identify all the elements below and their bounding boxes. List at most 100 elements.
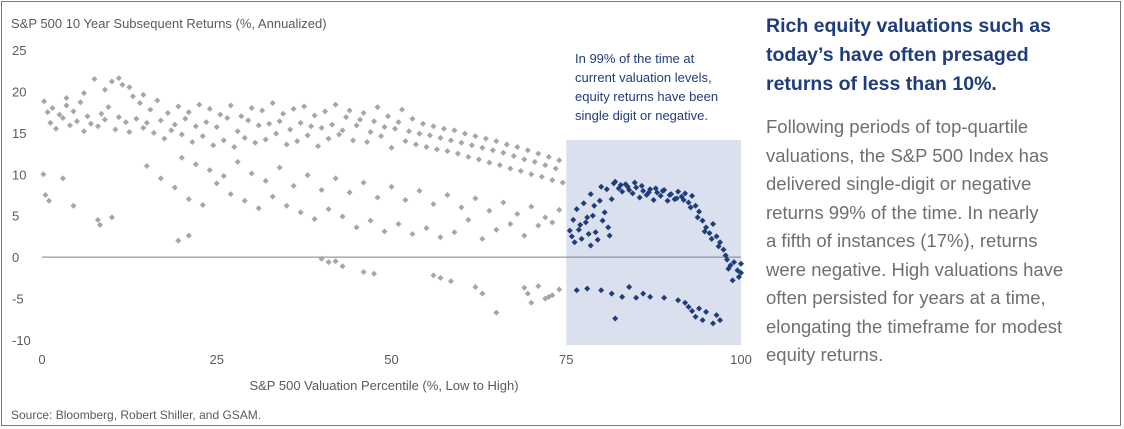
data-point-highlight [664, 197, 671, 204]
data-point-base [87, 120, 94, 127]
data-point-base [542, 214, 549, 221]
data-point-base [468, 142, 475, 149]
data-point-base [444, 148, 451, 155]
body-line: were negative. High valuations have [766, 258, 1064, 280]
data-point-base [461, 130, 468, 137]
chart-title: S&P 500 10 Year Subsequent Returns (%, A… [11, 16, 327, 31]
y-tick-label: -10 [12, 333, 31, 348]
data-point-base [287, 126, 294, 133]
data-point-highlight [717, 317, 724, 324]
data-point-base [535, 150, 542, 157]
data-point-base [140, 124, 147, 131]
data-point-base [521, 284, 528, 291]
data-point-base [405, 128, 412, 135]
data-point-base [41, 98, 48, 105]
data-point-base [301, 103, 308, 110]
x-tick-label: 100 [730, 352, 752, 367]
data-point-highlight [596, 197, 603, 204]
data-point-highlight [624, 183, 631, 190]
body-text: Following periods of top-quartile valuati… [766, 113, 1116, 370]
data-point-highlight [738, 260, 744, 267]
callout-line: equity returns have been [575, 89, 718, 104]
source-note: Source: Bloomberg, Robert Shiller, and G… [11, 408, 261, 422]
y-tick-label: -5 [12, 292, 24, 307]
data-point-base [269, 193, 276, 200]
data-point-base [161, 135, 168, 142]
data-point-base [311, 112, 318, 119]
data-point-base [385, 113, 392, 120]
data-point-base [241, 197, 248, 204]
headline: Rich equity valuations such as today’s ha… [766, 12, 1116, 99]
data-point-highlight [619, 293, 626, 300]
body-line: equity returns. [766, 344, 884, 365]
data-point-base [297, 209, 304, 216]
data-point-highlight [619, 188, 626, 195]
data-point-base [129, 93, 136, 100]
data-point-base [112, 126, 119, 133]
x-tick-label: 75 [559, 352, 573, 367]
data-point-base [437, 234, 444, 241]
data-point-base [524, 147, 531, 154]
data-point-base [549, 219, 556, 226]
data-point-highlight [685, 303, 692, 310]
data-point-base [556, 157, 563, 164]
data-point-highlight [599, 217, 606, 224]
headline-line: returns of less than 10%. [766, 73, 997, 95]
y-tick-label: 20 [12, 84, 26, 99]
data-point-base [430, 272, 437, 279]
data-point-highlight [568, 233, 575, 240]
data-point-base [430, 123, 437, 130]
data-point-base [157, 175, 164, 182]
data-point-base [262, 136, 269, 143]
data-point-base [70, 202, 77, 209]
data-point-base [273, 130, 280, 137]
y-tick-label: 10 [12, 167, 26, 182]
data-point-base [259, 107, 266, 114]
data-point-highlight [696, 208, 703, 215]
data-point-highlight [673, 195, 680, 202]
body-line: elongating the timeframe for modest [766, 315, 1063, 337]
data-point-base [266, 120, 273, 127]
data-point-base [559, 179, 566, 186]
data-point-highlight [592, 229, 599, 236]
data-point-base [143, 163, 150, 169]
x-tick-label: 50 [384, 352, 398, 367]
data-point-base [171, 184, 178, 191]
data-point-base [108, 78, 115, 85]
data-point-highlight [584, 214, 591, 221]
x-tick-label: 0 [38, 352, 45, 367]
data-point-base [227, 191, 234, 198]
data-point-base [269, 100, 276, 107]
data-point-base [475, 156, 482, 163]
data-point-base [206, 167, 213, 174]
data-point-highlight [640, 187, 647, 194]
data-point-base [524, 290, 531, 297]
data-point-base [353, 122, 360, 129]
data-point-base [419, 120, 426, 127]
data-point-highlight [675, 188, 682, 195]
data-point-base [472, 195, 479, 202]
data-point-base [133, 115, 140, 122]
data-point-highlight [598, 287, 605, 294]
data-point-highlight [682, 190, 689, 197]
data-point-base [336, 131, 343, 138]
data-point-highlight [701, 228, 708, 235]
data-point-base [535, 283, 542, 290]
data-point-base [255, 205, 262, 212]
data-point-base [510, 153, 517, 160]
data-point-highlight [680, 196, 687, 203]
data-point-base [94, 123, 101, 130]
data-point-base [507, 221, 514, 227]
data-point-base [42, 192, 49, 198]
data-point-base [451, 127, 458, 134]
y-tick-label: 5 [12, 209, 19, 224]
data-point-base [234, 128, 241, 135]
data-point-base [185, 196, 192, 203]
data-point-base [556, 286, 563, 293]
data-point-base [199, 133, 206, 140]
data-point-highlight [585, 230, 592, 237]
data-point-base [364, 138, 371, 145]
data-point-highlight [647, 293, 654, 300]
data-point-base [322, 108, 329, 115]
data-point-highlight [689, 308, 696, 314]
